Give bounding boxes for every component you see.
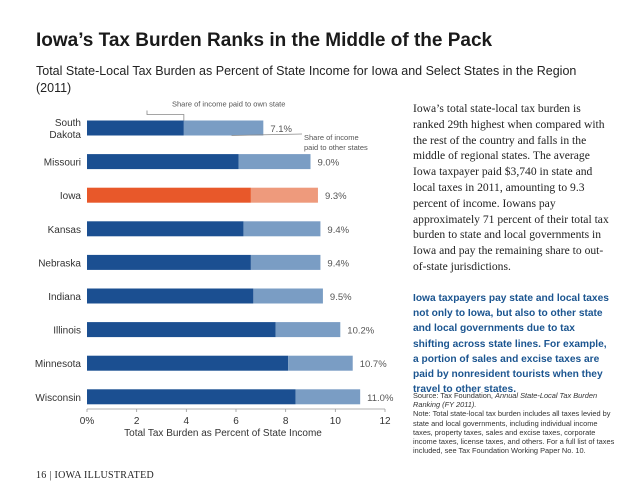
bar-other-states <box>295 389 361 405</box>
category-label: Minnesota <box>35 359 82 370</box>
category-label: Iowa <box>60 191 82 202</box>
bar-own-state <box>87 389 296 405</box>
bar-other-states <box>250 254 321 270</box>
category-label: Illinois <box>53 326 81 337</box>
bar-other-states <box>288 355 353 371</box>
bar-own-state <box>87 187 251 203</box>
annotation-other-states: Share of income <box>304 133 359 142</box>
page-title: Iowa’s Tax Burden Ranks in the Middle of… <box>36 30 493 51</box>
category-label: Indiana <box>48 292 81 303</box>
bar-own-state <box>87 288 254 304</box>
bar-other-states <box>275 322 341 338</box>
source-prefix: Source: Tax Foundation, <box>413 391 496 400</box>
own-state-bracket <box>146 110 185 121</box>
bar-other-states <box>183 120 264 136</box>
source-note: Source: Tax Foundation, Annual State-Loc… <box>413 391 618 455</box>
bar-own-state <box>87 221 244 237</box>
x-axis-label: Total Tax Burden as Percent of State Inc… <box>124 428 322 439</box>
bar-other-states <box>250 187 318 203</box>
source-note-text: Note: Total state-local tax burden inclu… <box>413 409 615 456</box>
annotation-own-state: Share of income paid to own state <box>172 100 285 109</box>
total-label: 9.0% <box>318 158 340 169</box>
category-label: Missouri <box>44 158 81 169</box>
total-label: 11.0% <box>367 393 394 404</box>
total-label: 9.3% <box>325 191 347 202</box>
bar-other-states <box>253 288 323 304</box>
source-title: Annual State-Local Tax Burden Ranking (F… <box>413 391 598 410</box>
total-label: 10.7% <box>360 359 387 370</box>
total-label: 9.4% <box>327 225 349 236</box>
x-tick-label: 6 <box>233 416 239 427</box>
other-states-leader <box>231 133 303 136</box>
annotation-other-states: paid to other states <box>304 143 368 152</box>
total-label: 9.4% <box>327 258 349 269</box>
bar-own-state <box>87 254 251 270</box>
category-label: Dakota <box>49 130 81 141</box>
category-label: Kansas <box>48 225 81 236</box>
bar-own-state <box>87 355 289 371</box>
bar-own-state <box>87 120 184 136</box>
total-label: 7.1% <box>270 124 292 135</box>
total-label: 10.2% <box>347 326 374 337</box>
category-label: South <box>55 118 81 129</box>
x-tick-label: 10 <box>330 416 342 427</box>
category-label: Wisconsin <box>35 393 81 404</box>
category-label: Nebraska <box>38 258 81 269</box>
highlight-callout: Iowa taxpayers pay state and local taxes… <box>413 293 609 396</box>
bar-own-state <box>87 154 239 170</box>
page-footer: 16 | IOWA ILLUSTRATED <box>36 470 155 481</box>
x-tick-label: 12 <box>379 416 391 427</box>
bar-own-state <box>87 322 276 338</box>
narrative-text: Iowa’s total state-local tax burden is r… <box>413 102 609 273</box>
x-tick-label: 2 <box>134 416 140 427</box>
total-label: 9.5% <box>330 292 352 303</box>
bar-other-states <box>238 154 311 170</box>
x-tick-label: 4 <box>184 416 190 427</box>
chart-subtitle: Total State-Local Tax Burden as Percent … <box>36 64 577 95</box>
bar-other-states <box>243 221 321 237</box>
x-tick-label: 0% <box>80 416 95 427</box>
x-tick-label: 8 <box>283 416 289 427</box>
